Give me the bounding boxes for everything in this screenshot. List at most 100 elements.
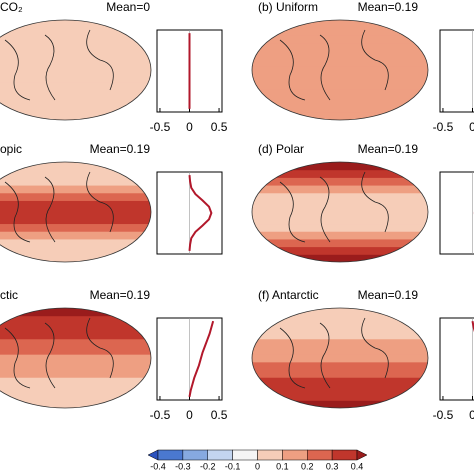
colorbar-bin <box>207 449 233 461</box>
map-band <box>252 89 428 98</box>
map-band <box>0 331 151 340</box>
map-band <box>252 27 428 36</box>
map-band <box>0 354 151 363</box>
x-tick-label: 0 <box>186 120 193 134</box>
map-band <box>252 185 428 194</box>
map-band <box>252 66 428 75</box>
map-band <box>0 392 151 401</box>
map-band <box>252 81 428 90</box>
map-band <box>0 112 151 120</box>
map-band <box>252 215 428 225</box>
map-band <box>252 223 428 232</box>
mean-label: Mean=0.19 <box>358 0 419 14</box>
map-band <box>0 377 151 386</box>
map-border <box>251 19 429 121</box>
mean-label: Mean=0.19 <box>358 142 419 156</box>
map-band <box>252 43 428 52</box>
profile-line <box>188 175 213 251</box>
map-band <box>252 96 428 106</box>
map-band <box>0 177 151 186</box>
map-band <box>252 35 428 44</box>
panel-title: CO₂ <box>0 0 23 14</box>
map-band <box>0 231 151 240</box>
map-band <box>0 400 151 408</box>
map-band <box>252 308 428 317</box>
map-band <box>252 369 428 378</box>
map-band <box>0 104 151 113</box>
map-band <box>0 43 151 52</box>
coastline <box>279 29 389 101</box>
map-band <box>0 20 151 29</box>
map-band <box>0 308 151 317</box>
map-band <box>252 231 428 240</box>
map-band <box>252 112 428 120</box>
map-band <box>0 254 151 262</box>
map-band <box>0 185 151 194</box>
map-band <box>0 384 151 394</box>
map-band <box>252 400 428 408</box>
coastline <box>4 317 114 389</box>
colorbar-label: 0.2 <box>301 461 314 471</box>
x-tick-label: 0.5 <box>211 120 228 134</box>
map <box>0 20 151 120</box>
map-band <box>0 192 151 201</box>
colorbar-label: -0.1 <box>225 461 241 471</box>
colorbar-bin <box>331 449 358 461</box>
mean-label: Mean=0.19 <box>358 288 419 302</box>
map-band <box>0 338 151 347</box>
coastline <box>4 171 114 243</box>
mean-label: Mean=0.19 <box>90 288 151 302</box>
x-tick-label: 0.5 <box>211 408 228 422</box>
colorbar-bin <box>157 449 184 461</box>
profile-line <box>188 320 215 398</box>
mean-label: Mean=0 <box>106 0 150 14</box>
map <box>252 20 428 120</box>
map-band <box>252 254 428 262</box>
map-band <box>0 169 151 178</box>
map-band <box>0 369 151 378</box>
x-tick-label: -0.5 <box>150 408 171 422</box>
map-band <box>252 208 428 217</box>
map-band <box>0 89 151 98</box>
colorbar-label: -0.3 <box>175 461 191 471</box>
map-band <box>252 361 428 371</box>
mean-label: Mean=0.19 <box>90 142 151 156</box>
map-band <box>252 346 428 355</box>
map-border <box>251 307 429 409</box>
map-band <box>252 169 428 178</box>
x-tick-label: -0.5 <box>433 408 454 422</box>
map-band <box>252 354 428 363</box>
map-band <box>0 208 151 217</box>
map <box>252 308 428 408</box>
colorbar-label: -0.4 <box>150 461 166 471</box>
map-band <box>252 192 428 201</box>
colorbar-bin <box>232 449 258 461</box>
map-border <box>0 307 152 409</box>
map-band <box>0 361 151 371</box>
map-band <box>0 81 151 90</box>
plot-frame <box>439 317 474 401</box>
map-band <box>0 73 151 83</box>
map-border <box>0 19 152 121</box>
panel-title: (b) Uniform <box>258 0 318 14</box>
map-band <box>252 162 428 171</box>
map-border <box>0 161 152 263</box>
colorbar-label: 0 <box>255 461 260 471</box>
map-band <box>252 392 428 401</box>
map-band <box>252 384 428 394</box>
map-band <box>252 377 428 386</box>
colorbar-bin <box>257 449 283 461</box>
map-band <box>0 96 151 106</box>
map-band <box>0 200 151 209</box>
coastline <box>279 171 389 243</box>
map-band <box>0 27 151 36</box>
colorbar: -0.4 -0.3 -0.2 -0.1 0 0.1 0.2 0.3 0.4 <box>147 449 368 471</box>
map-band <box>0 246 151 255</box>
map <box>0 162 151 262</box>
coastline <box>279 317 389 389</box>
panel-title: opic <box>0 142 22 156</box>
map-band <box>252 20 428 29</box>
map-band <box>252 338 428 347</box>
map-band <box>252 58 428 67</box>
